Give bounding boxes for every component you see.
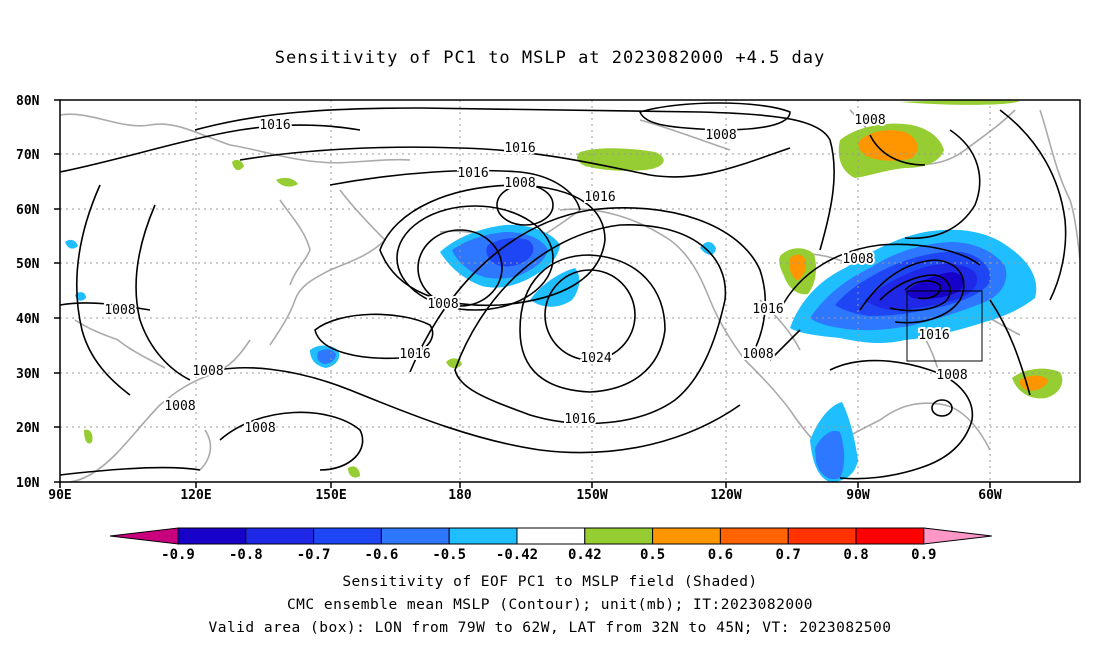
contour-label: 1016 [259,118,290,133]
colorbar-label: -0.5 [432,547,466,563]
colorbar-label: 0.7 [776,547,801,563]
caption-line-2: CMC ensemble mean MSLP (Contour); unit(m… [286,597,814,613]
map-frame [59,99,1081,483]
contour-label: 1008 [164,399,195,414]
lat-label: 20N [16,421,40,436]
contour-label: 1008 [244,421,275,436]
lon-label: 90W [846,488,870,503]
colorbar-label: -0.6 [365,547,399,563]
contour-label: 1024 [580,351,611,366]
colorbar-swatch [313,527,382,545]
colorbar-swatch [855,527,925,545]
colorbar-label: 0.8 [843,547,868,563]
lat-label: 80N [16,94,40,109]
colorbar-swatch [380,527,450,545]
contour-label: 1016 [399,347,430,362]
colorbar-swatch [516,527,586,545]
colorbar-swatch [245,527,315,545]
lat-label: 40N [16,312,40,327]
contour-label: 1008 [427,297,458,312]
lon-label: 120E [180,488,211,503]
contour-label: 1008 [192,364,223,379]
grid [60,100,1080,482]
lat-label: 60N [16,203,40,218]
colorbar-swatch [787,527,857,545]
lon-label: 150W [576,488,607,503]
colorbar-arrow-low [109,527,179,545]
colorbar-label: 0.9 [911,547,936,563]
valid-area-box [906,290,983,362]
lat-label: 30N [16,367,40,382]
colorbar-swatch [448,527,518,545]
mslp-contours [60,102,1067,480]
contour-label: 1008 [104,303,135,318]
lon-label: 180 [448,488,472,503]
contour-label: 1016 [584,190,615,205]
colorbar-label: -0.7 [297,547,331,563]
contour-label: 1016 [564,412,595,427]
colorbar: -0.9 -0.8 -0.7 -0.6 -0.5 -0.42 0.42 0.5 0.6 0.7 0.… [109,527,992,563]
colorbar-label: -0.8 [229,547,263,563]
lon-label: 90E [48,488,71,503]
contour-label: 1008 [854,113,885,128]
colorbar-swatch [177,527,247,545]
lon-label: 60W [978,488,1002,503]
colorbar-swatch [584,527,654,545]
caption-line-3: Valid area (box): LON from 79W to 62W, L… [208,620,892,636]
lon-label: 120W [710,488,741,503]
colorbar-label: 0.5 [640,547,665,563]
contour-label: 1016 [504,141,535,156]
contour-label: 1008 [842,252,873,267]
contour-label: 1008 [705,128,736,143]
contour-label: 1016 [918,328,949,343]
lat-label: 10N [16,476,40,491]
colorbar-swatch [719,527,789,545]
contour-label: 1008 [742,347,773,362]
chart-title: Sensitivity of PC1 to MSLP at 2023082000… [274,48,826,68]
contour-label: 1016 [752,302,783,317]
colorbar-label: 0.42 [568,547,602,563]
lon-label: 150E [315,488,346,503]
lat-label: 50N [16,257,40,272]
colorbar-arrow-high [923,527,992,545]
contour-label: 1016 [457,166,488,181]
contour-label: 1008 [504,176,535,191]
caption-line-1: Sensitivity of EOF PC1 to MSLP field (Sh… [342,574,758,590]
colorbar-label: 0.6 [708,547,733,563]
colorbar-label: -0.42 [496,547,538,563]
lat-label: 70N [16,148,40,163]
contour-label: 1008 [936,368,967,383]
colorbar-swatch [652,527,721,545]
colorbar-label: -0.9 [161,547,195,563]
